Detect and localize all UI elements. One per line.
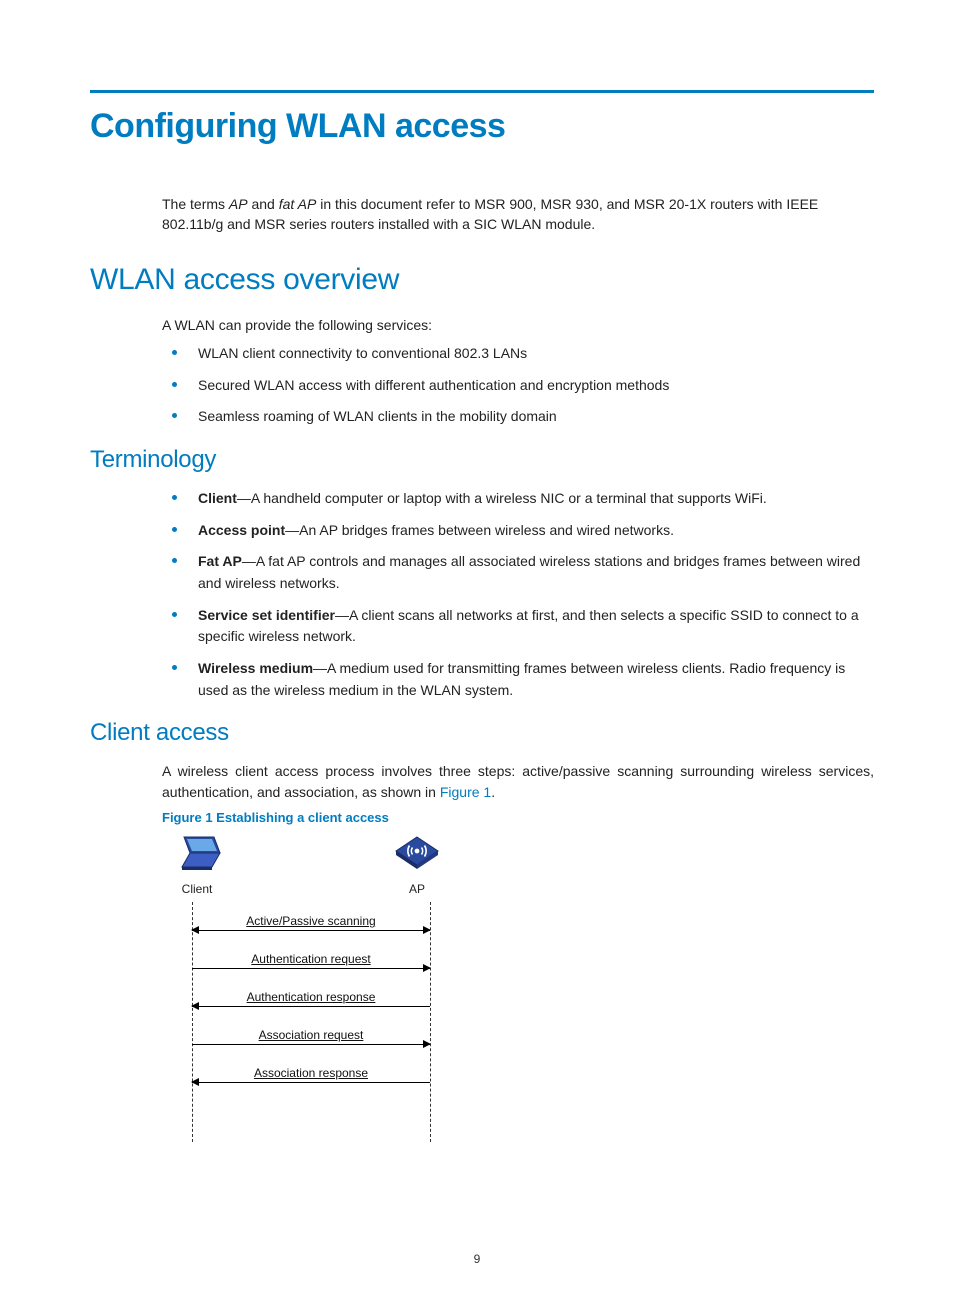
seq-msg: Active/Passive scanning (192, 914, 430, 931)
intro-em-ap: AP (229, 196, 248, 212)
seq-msg: Association response (192, 1066, 430, 1083)
intro-paragraph: The terms AP and fat AP in this document… (162, 194, 874, 235)
terminology-list: Client—A handheld computer or laptop wit… (162, 488, 874, 702)
overview-list: WLAN client connectivity to conventional… (162, 343, 874, 428)
seq-msg-label: Active/Passive scanning (192, 914, 430, 928)
seq-msg: Authentication response (192, 990, 430, 1007)
intro-text: The terms (162, 196, 229, 212)
arrow-right-icon (192, 1044, 430, 1045)
title-top-rule (90, 90, 874, 93)
arrow-right-icon (192, 968, 430, 969)
section-terminology-heading: Terminology (90, 446, 874, 474)
document-page: Configuring WLAN access The terms AP and… (0, 0, 954, 1296)
figure-caption: Figure 1 Establishing a client access (162, 810, 874, 825)
list-item: Fat AP—A fat AP controls and manages all… (162, 551, 874, 594)
seq-msg-label: Association request (192, 1028, 430, 1042)
seq-msg-label: Authentication response (192, 990, 430, 1004)
list-item: WLAN client connectivity to conventional… (162, 343, 874, 365)
term-name: Fat AP (198, 553, 242, 569)
client-icon-block: Client (172, 835, 222, 896)
lifeline-client (192, 902, 193, 1142)
term-name: Wireless medium (198, 660, 313, 676)
list-item: Wireless medium—A medium used for transm… (162, 658, 874, 701)
term-desc: —A handheld computer or laptop with a wi… (237, 490, 767, 506)
client-label: Client (172, 882, 222, 896)
page-title: Configuring WLAN access (90, 107, 874, 146)
term-desc: —A fat AP controls and manages all assoc… (198, 553, 860, 591)
term-name: Client (198, 490, 237, 506)
list-item: Client—A handheld computer or laptop wit… (162, 488, 874, 510)
figure-icon-row: Client AP (172, 835, 462, 896)
client-access-text: A wireless client access process involve… (162, 763, 874, 799)
lifeline-ap (430, 902, 431, 1142)
seq-msg: Association request (192, 1028, 430, 1045)
figure-1: Client AP (162, 835, 462, 1142)
term-name: Service set identifier (198, 607, 335, 623)
arrow-both-icon (192, 930, 430, 931)
laptop-icon (172, 835, 222, 875)
section-client-access-heading: Client access (90, 719, 874, 747)
sequence-diagram: Active/Passive scanning Authentication r… (162, 902, 462, 1142)
ap-label: AP (392, 882, 442, 896)
arrow-left-icon (192, 1082, 430, 1083)
arrow-left-icon (192, 1006, 430, 1007)
ap-icon-block: AP (392, 835, 442, 896)
client-access-text: . (491, 784, 495, 800)
intro-em-fatap: fat AP (279, 196, 317, 212)
ap-icon (392, 835, 442, 875)
list-item: Seamless roaming of WLAN clients in the … (162, 406, 874, 428)
intro-text: and (248, 196, 279, 212)
list-item: Secured WLAN access with different authe… (162, 375, 874, 397)
list-item: Service set identifier—A client scans al… (162, 605, 874, 648)
client-access-paragraph: A wireless client access process involve… (162, 761, 874, 802)
list-item: Access point—An AP bridges frames betwee… (162, 520, 874, 542)
seq-msg-label: Authentication request (192, 952, 430, 966)
page-number: 9 (0, 1252, 954, 1266)
seq-msg-label: Association response (192, 1066, 430, 1080)
term-desc: —An AP bridges frames between wireless a… (285, 522, 674, 538)
section-overview-heading: WLAN access overview (90, 263, 874, 297)
seq-msg: Authentication request (192, 952, 430, 969)
term-name: Access point (198, 522, 285, 538)
overview-lead: A WLAN can provide the following service… (162, 315, 874, 335)
figure-1-link[interactable]: Figure 1 (440, 784, 491, 800)
